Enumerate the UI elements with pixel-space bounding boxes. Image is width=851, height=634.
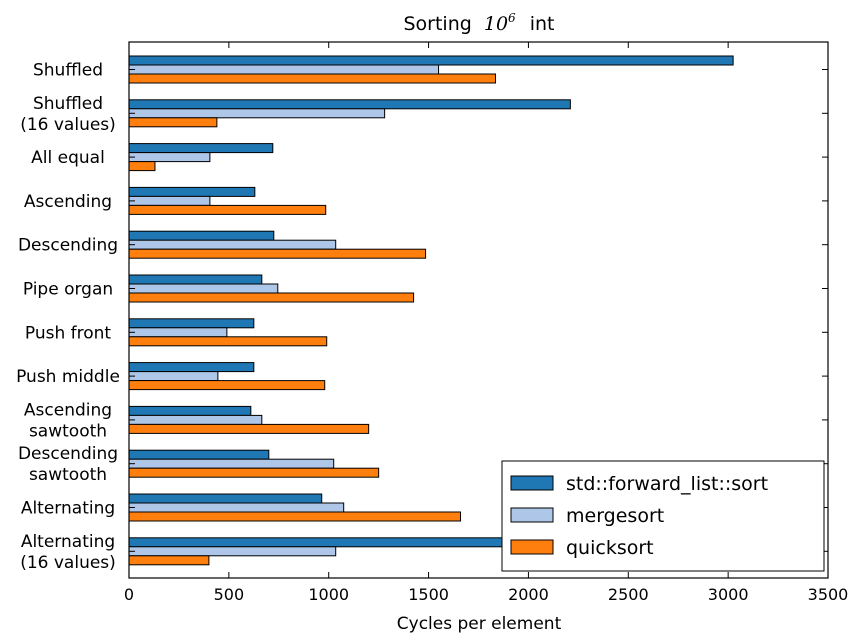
legend-swatch-quicksort (510, 539, 554, 555)
plot-frame (128, 41, 829, 579)
bar-all-equal-mergesort (128, 152, 211, 163)
bar-ascending-quicksort (128, 204, 327, 215)
bar-descending-sawtooth-quicksort (128, 467, 380, 478)
category-label-shuffled: Shuffled (33, 61, 103, 81)
category-label-line: (16 values) (20, 115, 116, 135)
category-label-line: Ascending (24, 192, 112, 212)
category-label-descending-sawtooth: Descending sawtooth (18, 444, 118, 485)
legend-label-quicksort: quicksort (566, 537, 654, 559)
chart-title: Sorting 106 int (403, 5, 554, 35)
bar-descending-sawtooth-mergesort (128, 458, 335, 469)
category-label-line: Pipe organ (23, 280, 113, 300)
legend-box (501, 460, 825, 572)
bar-all-equal-quicksort (128, 161, 156, 172)
bar-ascending-sawtooth-quicksort (128, 423, 370, 434)
category-label-line: Shuffled (33, 61, 103, 81)
bar-push-front-mergesort (128, 327, 228, 338)
bar-descending-std-forward-list-sort (128, 230, 275, 241)
category-label-pipe-organ: Pipe organ (23, 280, 113, 300)
legend-label-std-forward-list-sort: std::forward_list::sort (566, 473, 768, 495)
x-tick-label: 3000 (708, 585, 749, 604)
bars-layer (128, 55, 734, 566)
bar-push-middle-mergesort (128, 371, 219, 382)
bar-ascending-sawtooth-mergesort (128, 414, 263, 425)
category-label-line: sawtooth (29, 421, 107, 441)
legend-swatch-mergesort (510, 507, 554, 523)
bar-alternating-quicksort (128, 511, 462, 522)
x-tick-label: 2500 (608, 585, 649, 604)
category-label-descending: Descending (18, 236, 118, 256)
bar-shuffled-std-forward-list-sort (128, 55, 734, 66)
bar-alternating-std-forward-list-sort (128, 493, 323, 504)
category-label-line: Ascending (24, 400, 112, 420)
bar-descending-mergesort (128, 239, 337, 250)
bar-shuffled-mergesort (128, 64, 440, 75)
bar-shuffled-quicksort (128, 73, 496, 84)
legend-label-mergesort: mergesort (566, 505, 664, 527)
title-suffix: int (530, 13, 555, 35)
category-label-line: Alternating (21, 499, 115, 519)
x-tick-label: 2000 (508, 585, 549, 604)
category-label-push-middle: Push middle (16, 367, 120, 387)
bar-pipe-organ-std-forward-list-sort (128, 274, 263, 285)
legend-swatch-std-forward-list-sort (510, 475, 554, 491)
bar-push-middle-quicksort (128, 380, 326, 391)
category-label-alternating-16-values: Alternating (16 values) (20, 532, 116, 573)
category-label-line: Descending (18, 236, 118, 256)
x-tick-label: 0 (124, 585, 134, 604)
bar-descending-sawtooth-std-forward-list-sort (128, 449, 270, 460)
bar-shuffled-16-values-std-forward-list-sort (128, 99, 571, 110)
category-label-alternating: Alternating (21, 499, 115, 519)
category-label-line: Push front (25, 323, 112, 343)
bar-pipe-organ-quicksort (128, 292, 415, 303)
x-tick-label: 500 (214, 585, 245, 604)
bar-descending-quicksort (128, 248, 427, 259)
bar-alternating-16-values-quicksort (128, 555, 210, 566)
bar-alternating-16-values-mergesort (128, 546, 337, 557)
category-label-shuffled-16-values: Shuffled (16 values) (20, 94, 116, 135)
category-label-ascending-sawtooth: Ascending sawtooth (24, 400, 112, 441)
category-label-ascending: Ascending (24, 192, 112, 212)
bar-alternating-mergesort (128, 502, 345, 513)
bar-ascending-sawtooth-std-forward-list-sort (128, 405, 252, 416)
category-label-all-equal: All equal (31, 148, 105, 168)
x-axis: 0 500 1000 1500 2000 2500 3000 3500 (124, 42, 848, 604)
category-label-line: Alternating (21, 532, 115, 552)
bar-ascending-std-forward-list-sort (128, 186, 256, 197)
title-base: 10 (484, 13, 508, 35)
category-label-line: Shuffled (33, 94, 103, 114)
bar-push-front-quicksort (128, 336, 328, 347)
category-label-line: All equal (31, 148, 105, 168)
x-axis-label: Cycles per element (397, 614, 562, 634)
bar-shuffled-16-values-mergesort (128, 108, 386, 119)
bar-ascending-mergesort (128, 195, 211, 206)
x-tick-label: 3500 (808, 585, 849, 604)
category-label-push-front: Push front (25, 323, 112, 343)
x-tick-label: 1500 (408, 585, 449, 604)
bar-alternating-16-values-std-forward-list-sort (128, 537, 503, 548)
bar-pipe-organ-mergesort (128, 283, 279, 294)
bar-shuffled-16-values-quicksort (128, 117, 218, 128)
bar-all-equal-std-forward-list-sort (128, 143, 274, 154)
title-prefix: Sorting (403, 13, 471, 35)
category-label-line: Descending (18, 444, 118, 464)
bar-push-middle-std-forward-list-sort (128, 362, 255, 373)
x-tick-label: 1000 (308, 585, 349, 604)
bar-push-front-std-forward-list-sort (128, 318, 255, 329)
category-label-line: (16 values) (20, 553, 116, 573)
category-label-line: Push middle (16, 367, 120, 387)
title-exponent: 6 (508, 11, 516, 25)
legend: std::forward_list::sortmergesortquicksor… (501, 460, 825, 572)
category-label-line: sawtooth (29, 465, 107, 485)
